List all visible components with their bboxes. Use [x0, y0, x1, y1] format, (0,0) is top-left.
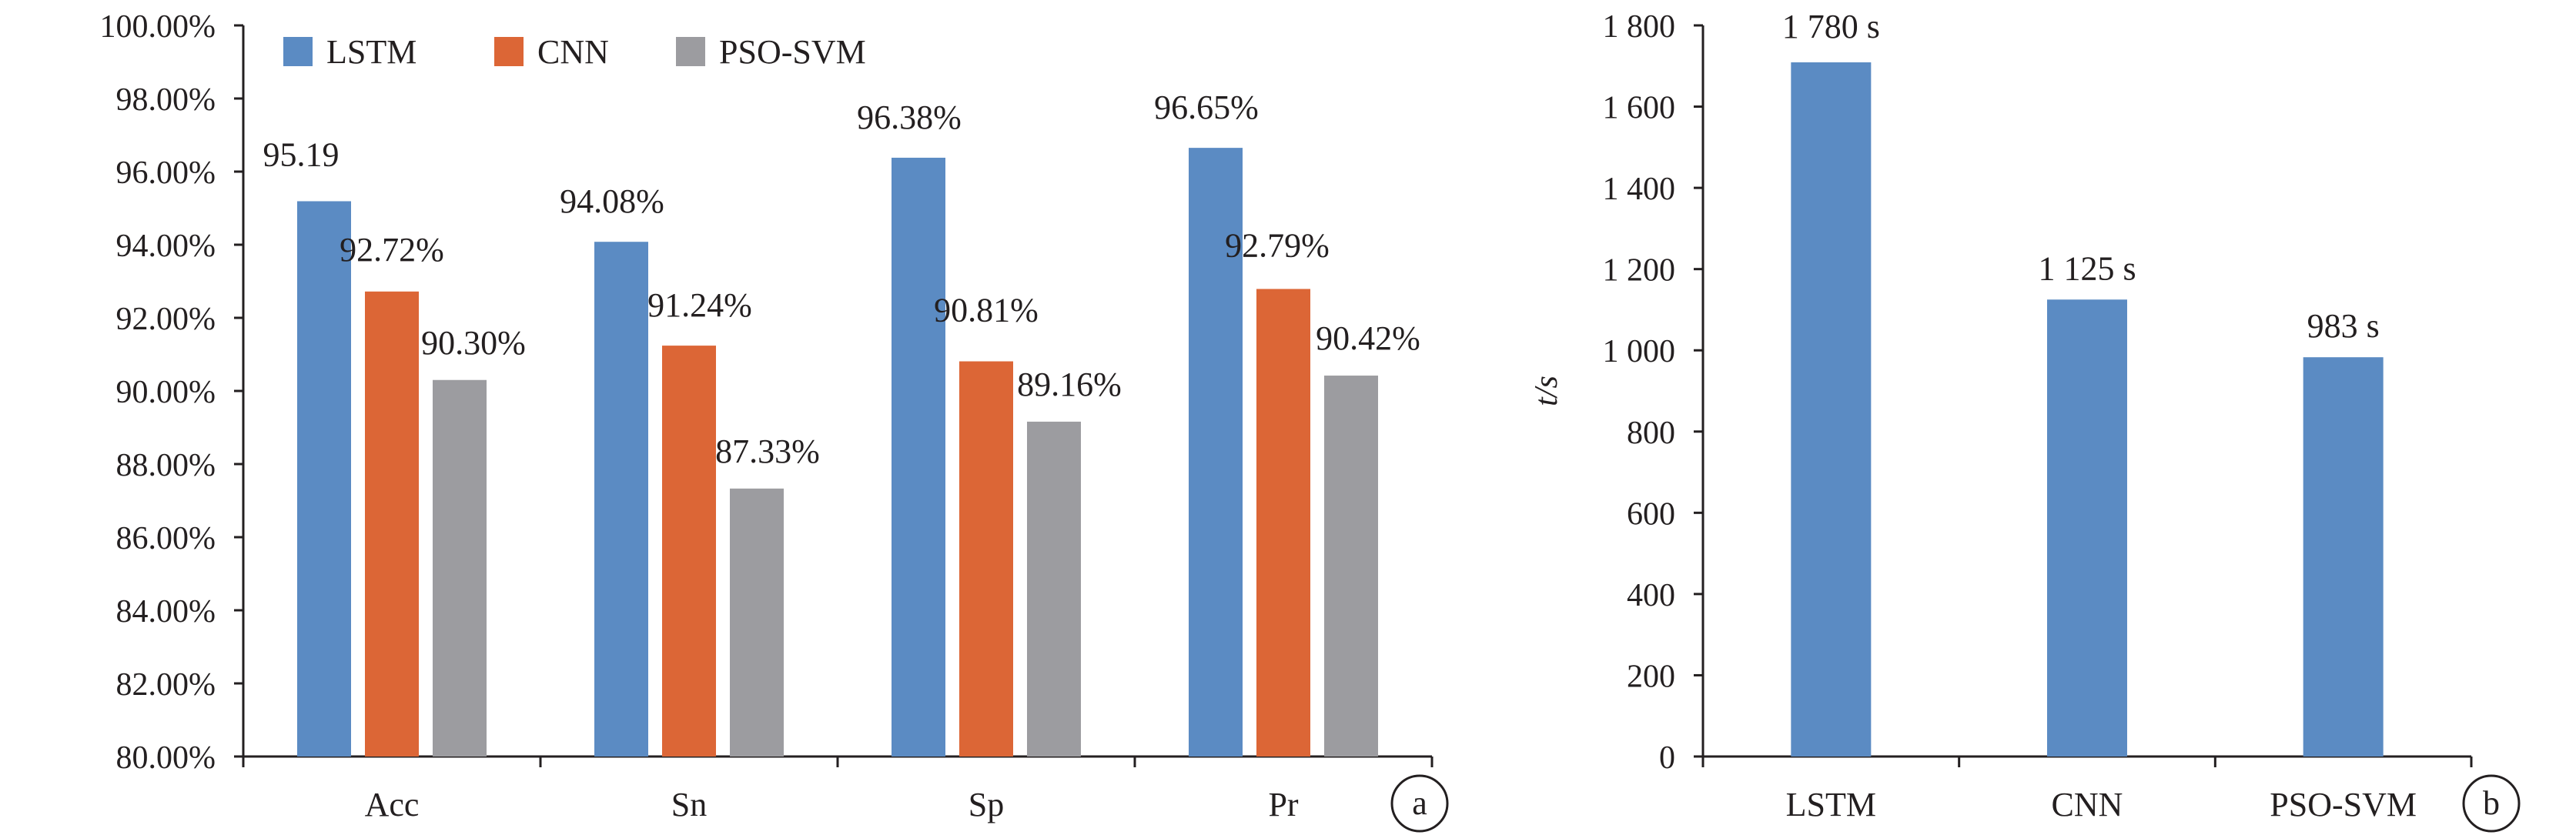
x-tick-label: PSO-SVM — [2270, 786, 2417, 823]
y-tick-label: 94.00% — [116, 229, 216, 264]
panel-a-chart: 80.00% 82.00% 84.00% 86.00% 88.00% 90.00% 92.0… — [100, 9, 1448, 831]
data-label: 90.30% — [421, 324, 526, 362]
y-tick-label: 1 000 — [1603, 334, 1676, 369]
data-label: 87.33% — [715, 433, 820, 470]
y-tick-label: 1 200 — [1603, 253, 1676, 289]
x-tick-label: Pr — [1268, 786, 1298, 823]
legend-swatch-lstm — [283, 37, 313, 66]
data-label: 92.79% — [1225, 226, 1330, 264]
legend-swatch-pso-svm — [676, 37, 705, 66]
legend-swatch-cnn — [494, 37, 524, 66]
bar — [1791, 62, 1871, 757]
y-tick-label: 1 400 — [1603, 172, 1676, 207]
figure: 80.00% 82.00% 84.00% 86.00% 88.00% 90.00% 92.0… — [0, 0, 2576, 835]
bar-pso-svm — [1324, 376, 1378, 757]
y-tick-label: 90.00% — [116, 375, 216, 410]
y-tick-label: 400 — [1627, 578, 1675, 613]
bar-cnn — [959, 362, 1013, 757]
data-label: 89.16% — [1017, 366, 1122, 403]
x-tick-label: Sp — [969, 786, 1004, 823]
data-label: 92.72% — [340, 231, 444, 269]
y-tick-label: 98.00% — [116, 82, 216, 118]
bar-lstm — [892, 158, 945, 757]
data-label: 90.81% — [934, 292, 1039, 329]
bar-lstm — [594, 242, 648, 757]
x-tick-label: Sn — [671, 786, 707, 823]
data-label: 983 s — [2307, 307, 2380, 345]
x-tick-label: Acc — [365, 786, 420, 823]
y-tick-label: 1 600 — [1603, 91, 1676, 126]
y-tick-label: 600 — [1627, 496, 1675, 532]
legend-label: PSO-SVM — [719, 33, 866, 71]
y-tick-label: 92.00% — [116, 302, 216, 337]
bar-lstm — [297, 201, 351, 757]
y-tick-label: 80.00% — [116, 740, 216, 776]
x-tick-label: CNN — [2052, 786, 2123, 823]
y-axis-label: t/s — [1529, 376, 1564, 406]
y-tick-label: 82.00% — [116, 667, 216, 703]
bar — [2303, 357, 2384, 757]
bar-cnn — [662, 346, 716, 757]
data-label: 1 125 s — [2038, 249, 2136, 287]
y-tick-label: 200 — [1627, 659, 1675, 694]
data-label: 91.24% — [647, 286, 752, 324]
data-label: 90.42% — [1316, 319, 1420, 357]
data-label: 96.38% — [857, 99, 962, 136]
bar-pso-svm — [1027, 422, 1081, 757]
bar-pso-svm — [730, 489, 784, 757]
y-tick-label: 1 800 — [1603, 9, 1676, 45]
panel-b-chart: 0 200 400 600 800 1 000 1 200 1 400 1 600 1 800 LS… — [1529, 8, 2519, 831]
data-label: 1 780 s — [1782, 8, 1880, 45]
y-tick-label: 800 — [1627, 416, 1675, 451]
y-tick-label: 0 — [1659, 740, 1675, 776]
bar-cnn — [365, 292, 419, 757]
panel-marker-label: b — [2483, 784, 2500, 822]
panel-marker-label: a — [1412, 784, 1427, 822]
bar — [2047, 299, 2127, 757]
data-label: 95.19 — [263, 135, 340, 173]
legend-label: CNN — [537, 33, 609, 71]
x-tick-label: LSTM — [1786, 786, 1876, 823]
y-tick-label: 86.00% — [116, 521, 216, 556]
data-label: 94.08% — [560, 182, 664, 220]
data-label: 96.65% — [1154, 89, 1259, 126]
legend-label: LSTM — [326, 33, 417, 71]
bar-cnn — [1256, 289, 1310, 757]
y-tick-label: 96.00% — [116, 155, 216, 191]
y-tick-label: 88.00% — [116, 448, 216, 483]
y-tick-label: 84.00% — [116, 594, 216, 630]
y-tick-label: 100.00% — [100, 9, 216, 45]
bar-pso-svm — [433, 380, 487, 757]
